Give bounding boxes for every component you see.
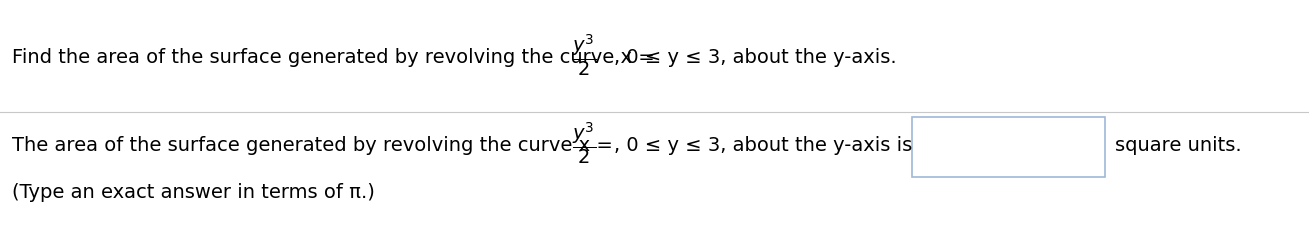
FancyBboxPatch shape bbox=[912, 117, 1105, 177]
Text: The area of the surface generated by revolving the curve x =: The area of the surface generated by rev… bbox=[12, 135, 619, 154]
Text: $\dfrac{y^{3}}{2}$: $\dfrac{y^{3}}{2}$ bbox=[572, 32, 596, 78]
Text: , 0 ≤ y ≤ 3, about the y-axis is: , 0 ≤ y ≤ 3, about the y-axis is bbox=[614, 135, 912, 154]
Text: (Type an exact answer in terms of π.): (Type an exact answer in terms of π.) bbox=[12, 182, 374, 201]
Text: Find the area of the surface generated by revolving the curve x =: Find the area of the surface generated b… bbox=[12, 48, 661, 67]
Text: , 0 ≤ y ≤ 3, about the y-axis.: , 0 ≤ y ≤ 3, about the y-axis. bbox=[614, 48, 897, 67]
Text: square units.: square units. bbox=[1115, 135, 1242, 154]
Text: $\dfrac{y^{3}}{2}$: $\dfrac{y^{3}}{2}$ bbox=[572, 119, 596, 165]
